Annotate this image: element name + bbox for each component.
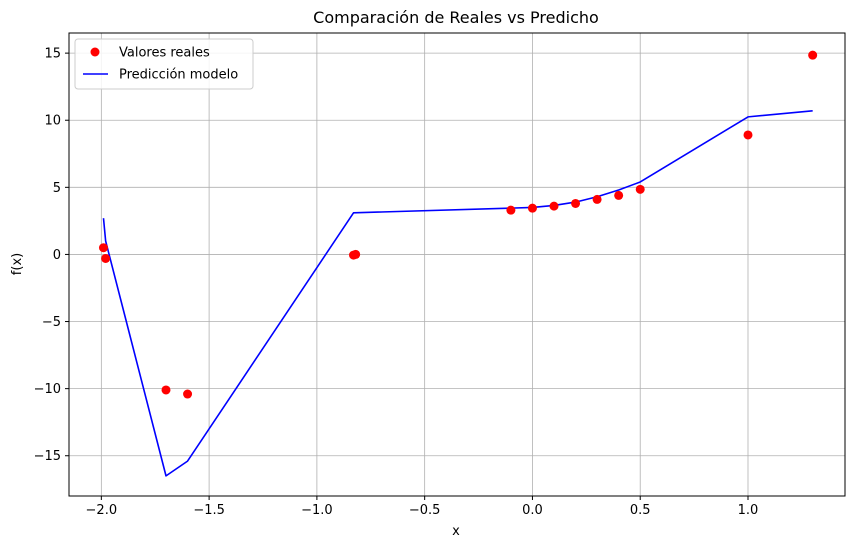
- y-tick-label: −15: [34, 449, 61, 464]
- y-tick-label: 0: [53, 248, 61, 263]
- y-tick-label: −5: [42, 315, 61, 330]
- data-point: [101, 253, 111, 263]
- data-point: [808, 50, 818, 60]
- data-point: [571, 198, 581, 208]
- x-tick-label: −1.5: [193, 503, 225, 518]
- y-axis-title: f(x): [10, 253, 25, 275]
- legend-marker-scatter: [90, 47, 100, 57]
- data-point: [98, 243, 108, 253]
- axis-ticks: −2.0 −1.5 −1.0 −0.5 0.0 0.5 1.0 −15 −10 −5 0 5 10 15: [34, 47, 759, 518]
- data-point: [592, 194, 602, 204]
- y-tick-label: −10: [34, 382, 61, 397]
- x-tick-label: −2.0: [86, 503, 118, 518]
- plot-frame: [68, 32, 846, 497]
- legend: Valores reales Predicción modelo: [74, 38, 254, 90]
- legend-label: Predicción modelo: [119, 68, 238, 83]
- grid: [69, 33, 845, 496]
- legend-box: [74, 38, 254, 90]
- x-tick-label: −0.5: [409, 503, 441, 518]
- data-point: [527, 203, 537, 213]
- x-axis-title: x: [452, 524, 460, 539]
- y-tick-label: 5: [53, 181, 61, 196]
- data-point: [614, 190, 624, 200]
- data-point: [635, 184, 645, 194]
- legend-label: Valores reales: [119, 46, 210, 61]
- prediction-line: [102, 110, 813, 477]
- plot-series: [98, 50, 818, 477]
- data-point: [506, 205, 516, 215]
- y-tick-label: 10: [44, 114, 61, 129]
- y-tick-label: 15: [44, 47, 61, 62]
- data-point: [743, 130, 753, 140]
- chart-title: Comparación de Reales vs Predicho: [313, 8, 599, 27]
- x-tick-label: −1.0: [301, 503, 333, 518]
- x-tick-label: 0.0: [522, 503, 543, 518]
- x-tick-label: 0.5: [630, 503, 651, 518]
- data-point: [351, 249, 361, 259]
- data-point: [183, 389, 193, 399]
- data-point: [549, 201, 559, 211]
- x-tick-label: 1.0: [738, 503, 759, 518]
- data-point: [161, 385, 171, 395]
